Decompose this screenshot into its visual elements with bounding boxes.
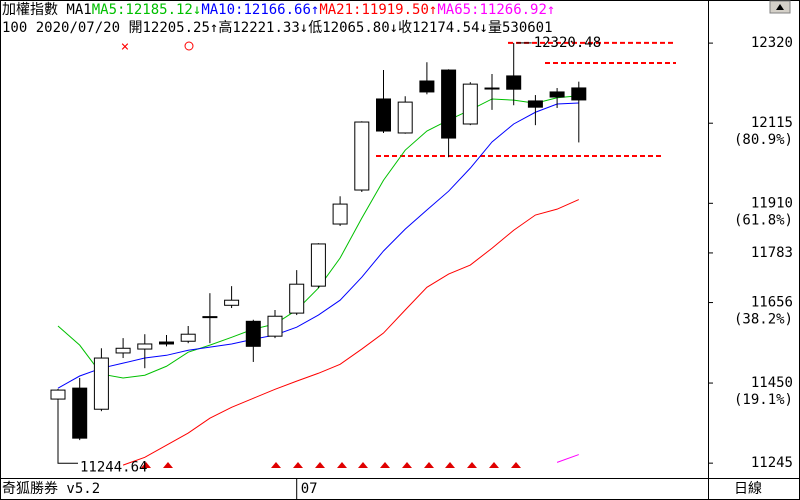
annotation-leader [57,400,78,464]
candle-body [462,83,478,125]
y-tick-label: 11245 [751,455,793,471]
y-tick-note: (19.1%) [734,392,793,408]
header-line1: 加權指數 MA1MA5:12185.12↓MA10:12166.66↑MA21:… [2,2,555,18]
y-tick-note: (61.8%) [734,212,793,228]
header-item: ↑ [547,2,555,18]
candle-body [137,343,153,350]
header-item: 2020/07/20 [36,20,120,36]
candle-body [527,100,543,108]
header-item: 100 [2,20,27,36]
candle-body [441,69,457,139]
candle-body [571,87,587,101]
header-item: MA5:12185.12 [92,2,193,18]
header-item: 加權指數 MA1 [2,2,92,18]
header-item: 高12221.33 [218,19,299,36]
candle-body [202,316,218,319]
header-item: 低12065.80 [308,20,389,36]
header-item: ↑ [210,20,218,36]
candle-body [484,87,500,90]
candle-body [245,320,261,347]
y-tick-note: (80.9%) [734,132,793,148]
candle-body [397,101,413,134]
y-tick-label: 12115 [751,115,793,131]
x-tick-label: 07 [301,481,318,497]
header-item: 開12205.25 [128,20,209,36]
high-label: 12320.48 [534,35,601,51]
header-item: ↑ [311,2,319,18]
sell-marker: × [121,39,129,55]
header-item: MA65:11266.92 [437,2,547,18]
scroll-icon [776,4,784,10]
ma-line [556,454,579,463]
y-tick-label: 11656 [751,295,793,311]
candle-body [332,203,348,225]
y-tick-note: (38.2%) [734,312,793,328]
footer-left: 奇狐勝券 v5.2 [2,480,100,497]
buy-marker [184,41,194,51]
candle-body [224,299,240,306]
header-item: ↑ [429,2,437,18]
header-item: ↓ [480,20,488,36]
header-item: MA10:12166.66 [201,2,311,18]
candle-body [419,80,435,93]
header-item: MA21:11919.50 [319,2,429,18]
y-tick-label: 11783 [751,245,793,261]
header-item: ↓ [390,20,398,36]
footer-right: 日線 [734,481,762,497]
candle-body [289,283,305,314]
candle-body [50,389,66,400]
header-item: 量530601 [488,20,553,36]
candle-body [180,333,196,342]
candle-body [159,341,174,345]
candle-body [115,347,131,354]
header-item: 收12174.54 [398,20,479,36]
candle-body [376,98,391,132]
ma-line [122,199,580,466]
header-line2: 100 2020/07/20 開12205.25↑高12221.33↓低1206… [2,19,553,36]
candle-body [506,75,522,90]
low-label: 11244.64 [80,459,147,475]
header-item: ↓ [193,2,201,18]
candle-body [72,387,88,439]
y-tick-label: 12320 [751,35,793,51]
candle-body [267,315,283,337]
candle-body [354,121,370,191]
candle-body [549,91,565,98]
candle-body [310,243,326,287]
header-item: ↓ [300,20,308,36]
y-tick-label: 11910 [751,195,793,211]
candle-body [93,357,109,410]
y-tick-label: 11450 [751,375,793,391]
signal-triangles [141,462,521,468]
